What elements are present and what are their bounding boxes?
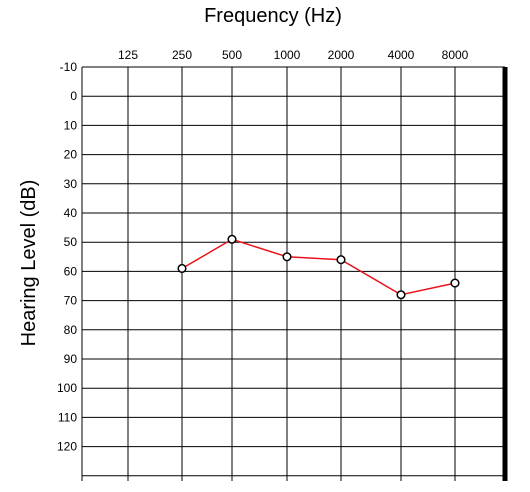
series-line xyxy=(181,238,456,296)
series-layer xyxy=(177,234,460,300)
x-tick-label: 1000 xyxy=(274,48,301,62)
grid xyxy=(81,66,508,481)
y-tick-label: 120 xyxy=(57,440,77,454)
data-point-marker xyxy=(450,278,460,288)
data-point-marker xyxy=(396,290,406,300)
y-tick-label: 50 xyxy=(64,235,78,249)
x-axis-title: Frequency (Hz) xyxy=(204,5,342,27)
y-tick-label: 30 xyxy=(64,177,78,191)
x-tick-label: 2000 xyxy=(328,48,355,62)
data-point-marker xyxy=(177,263,187,274)
x-tick-label: 500 xyxy=(222,48,242,62)
y-tick-label: 70 xyxy=(64,294,78,308)
y-tick-label: 20 xyxy=(64,148,78,162)
x-tick-label: 125 xyxy=(118,48,138,62)
y-axis-title: Hearing Level (dB) xyxy=(18,180,40,347)
y-tick-label: 0 xyxy=(70,89,77,103)
y-tick-label: 80 xyxy=(64,323,78,337)
y-tick-label: 10 xyxy=(64,118,78,132)
data-point-marker xyxy=(282,252,292,262)
y-tick-label: 110 xyxy=(58,410,77,424)
y-tick-label: -10 xyxy=(60,60,78,74)
x-tick-label: 4000 xyxy=(388,48,415,62)
y-tick-label: 90 xyxy=(64,352,78,366)
y-tick-label: 60 xyxy=(64,264,78,278)
y-tick-label: 100 xyxy=(57,381,77,395)
x-tick-label: 8000 xyxy=(442,48,469,62)
data-point-marker xyxy=(336,255,346,265)
y-tick-label: 40 xyxy=(64,206,78,220)
data-point-marker xyxy=(227,234,237,244)
x-tick-label: 250 xyxy=(172,48,192,62)
tick-labels: 125 250 500 1000 2000 4000 8000 -10 0 10 20 30 40 50 6… xyxy=(57,48,469,454)
